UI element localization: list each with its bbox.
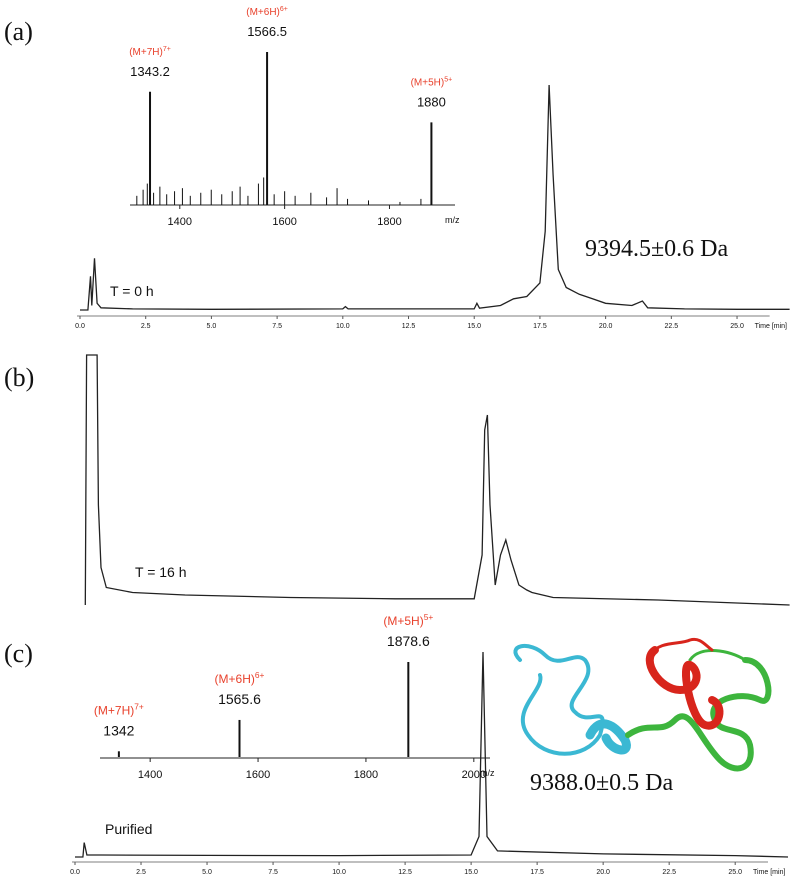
panel-label: (a) (4, 17, 33, 46)
x-tick-label: 15.0 (467, 323, 481, 330)
x-tick-label: 0.0 (75, 323, 85, 330)
x-axis-label: m/z (480, 768, 495, 778)
ion-name: (M+7H) (129, 47, 163, 58)
peak-mz-label: 1878.6 (387, 633, 430, 649)
x-tick-label: 2.5 (141, 323, 151, 330)
x-tick-label: 22.5 (665, 323, 679, 330)
ion-name: (M+5H) (411, 77, 445, 88)
x-tick-label: 17.5 (530, 869, 544, 876)
x-tick-label: 25.0 (730, 323, 744, 330)
trace-annotation: Purified (105, 821, 152, 837)
x-tick-label: 7.5 (272, 323, 282, 330)
peak-mz-label: 1880 (417, 94, 446, 109)
x-tick-label: 12.5 (398, 869, 412, 876)
x-tick-label: 2000 (462, 769, 486, 781)
chromatogram-trace (75, 651, 789, 858)
ion-label: (M+5H)5+ (411, 76, 453, 88)
x-tick-label: 1400 (168, 216, 192, 228)
x-tick-label: 10.0 (332, 869, 346, 876)
ion-charge: 6+ (280, 6, 288, 13)
ion-label: (M+6H)6+ (215, 670, 265, 686)
x-tick-label: 15.0 (464, 869, 478, 876)
ion-charge: 6+ (255, 670, 265, 680)
ion-label: (M+7H)7+ (94, 702, 144, 718)
x-tick-label: 1400 (138, 769, 162, 781)
x-tick-label: 20.0 (599, 323, 613, 330)
peak-mz-label: 1566.5 (247, 24, 287, 39)
ion-charge: 5+ (424, 612, 434, 622)
ion-label: (M+5H)5+ (383, 612, 433, 628)
x-tick-label: 1600 (246, 769, 270, 781)
x-tick-label: 17.5 (533, 323, 547, 330)
chromatogram-trace (84, 354, 790, 606)
ion-name: (M+7H) (94, 703, 134, 717)
x-axis-label: Time [min] (753, 869, 785, 876)
x-axis-label: Time [min] (755, 323, 787, 330)
mass-label: 9394.5±0.6 Da (585, 236, 729, 262)
x-tick-label: 10.0 (336, 323, 350, 330)
trace-annotation: T = 16 h (135, 564, 187, 580)
x-tick-label: 20.0 (596, 869, 610, 876)
ion-charge: 7+ (134, 702, 144, 712)
ion-name: (M+6H) (246, 7, 280, 18)
peak-mz-label: 1342 (103, 722, 134, 738)
x-tick-label: 1800 (354, 769, 378, 781)
ion-label: (M+7H)7+ (129, 46, 171, 58)
chromatogram-trace (80, 84, 790, 311)
protein-structure (513, 637, 772, 772)
ion-label: (M+6H)6+ (246, 6, 288, 18)
panel-label: (c) (4, 639, 33, 668)
x-tick-label: 1600 (272, 216, 296, 228)
x-tick-label: 12.5 (402, 323, 416, 330)
x-tick-label: 0.0 (70, 869, 80, 876)
panel-label: (b) (4, 363, 34, 392)
peak-mz-label: 1565.6 (218, 691, 261, 707)
ion-charge: 7+ (163, 46, 171, 53)
x-tick-label: 2.5 (136, 869, 146, 876)
trace-annotation: T = 0 h (110, 283, 154, 299)
x-tick-label: 5.0 (202, 869, 212, 876)
ion-name: (M+5H) (383, 614, 423, 628)
x-tick-label: 22.5 (662, 869, 676, 876)
x-axis-label: m/z (445, 215, 460, 225)
x-tick-label: 1800 (377, 216, 401, 228)
ion-name: (M+6H) (215, 672, 255, 686)
mass-label: 9388.0±0.5 Da (530, 770, 674, 796)
x-tick-label: 5.0 (207, 323, 217, 330)
x-tick-label: 25.0 (728, 869, 742, 876)
ion-charge: 5+ (444, 76, 452, 83)
peak-mz-label: 1343.2 (130, 64, 170, 79)
x-tick-label: 7.5 (268, 869, 278, 876)
